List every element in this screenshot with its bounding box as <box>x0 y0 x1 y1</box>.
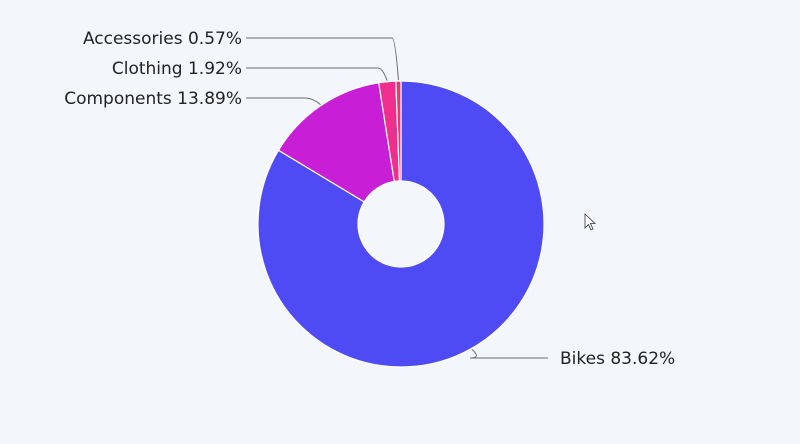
leader-line-components <box>246 97 321 105</box>
slice-bikes[interactable] <box>257 80 545 368</box>
label-accessories: Accessories 0.57% <box>83 29 242 49</box>
label-components: Components 13.89% <box>64 89 242 109</box>
label-clothing: Clothing 1.92% <box>112 59 242 79</box>
slice-components[interactable] <box>277 82 395 203</box>
mouse-cursor-icon <box>584 213 597 231</box>
leader-line-accessories <box>246 37 399 81</box>
leader-line-bikes <box>469 348 548 359</box>
slice-accessories[interactable] <box>395 80 402 182</box>
label-bikes: Bikes 83.62% <box>560 349 675 369</box>
leader-line-clothing <box>246 67 388 81</box>
